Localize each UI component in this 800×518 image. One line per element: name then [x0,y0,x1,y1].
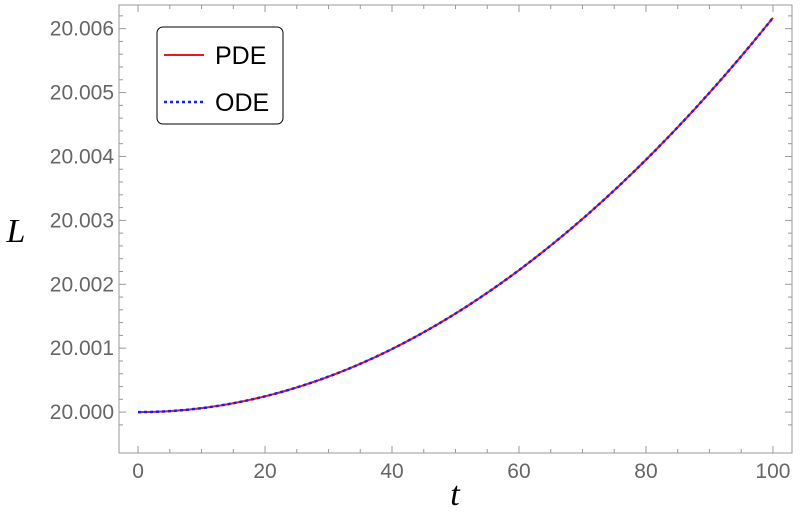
y-tick-label: 20.004 [50,145,115,168]
y-tick-label: 20.003 [50,209,114,232]
x-tick-label: 0 [132,460,144,483]
legend-label-pde: PDE [215,42,266,70]
series-line-ode [138,16,774,414]
y-tick-label: 20.006 [50,18,114,41]
y-tick-label: 20.001 [50,337,114,360]
x-tick-label: 60 [507,460,530,483]
legend-label-ode: ODE [215,89,269,117]
x-axis-title: t [450,476,461,513]
y-axis-title: L [6,213,26,250]
x-tick-label: 20 [253,460,276,483]
y-tick-label: 20.005 [50,82,114,105]
x-tick-label: 80 [634,460,657,483]
legend-box [156,26,284,125]
x-tick-label: 40 [380,460,403,483]
legend: PDE ODE [156,26,284,125]
x-tick-label: 100 [755,460,790,483]
y-tick-label: 20.000 [50,401,114,424]
y-tick-label: 20.002 [50,273,114,296]
